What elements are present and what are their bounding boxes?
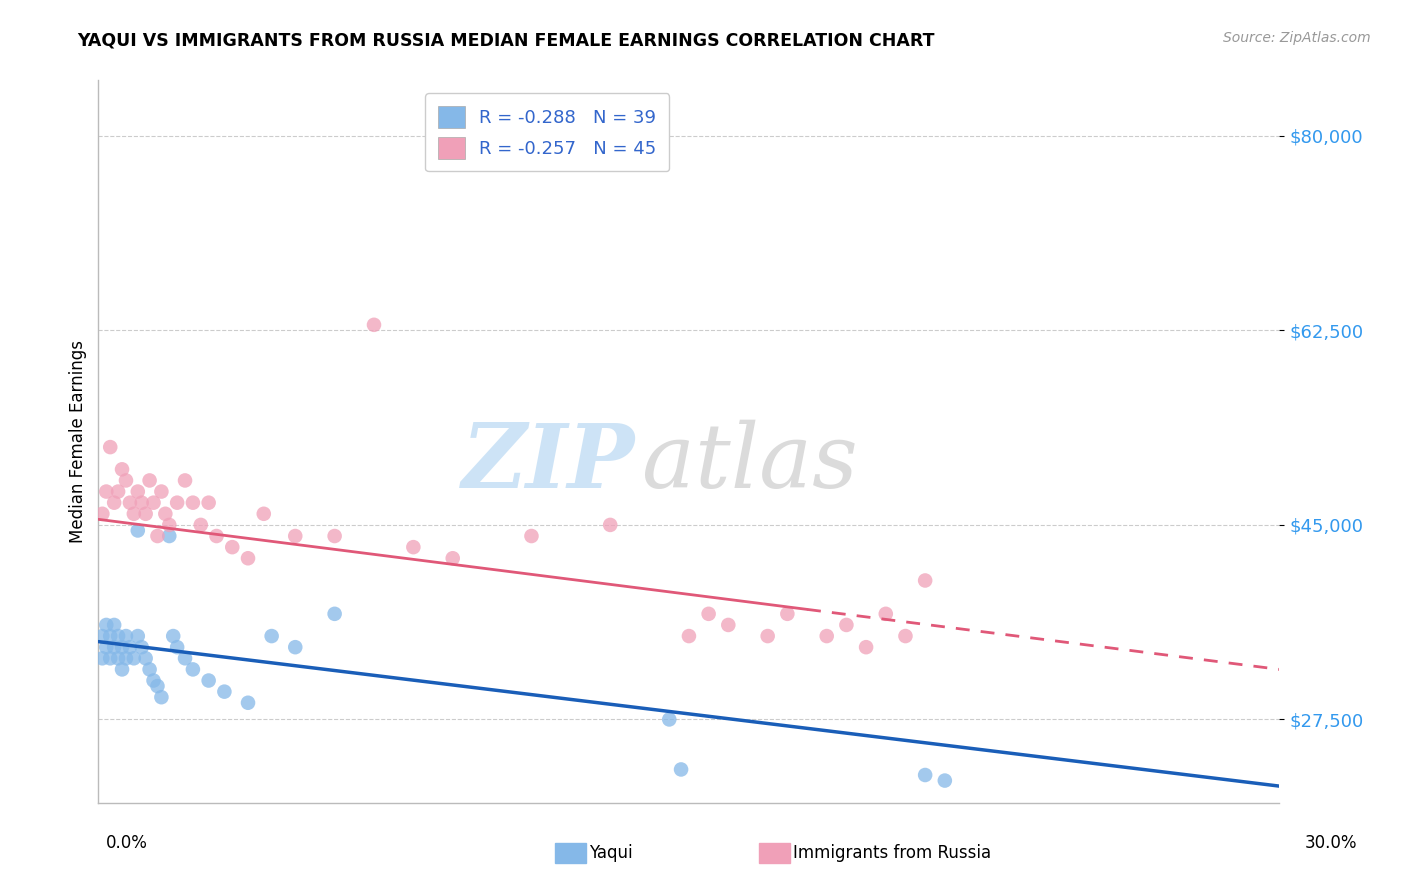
Point — [284, 640, 307, 655]
Point — [934, 773, 956, 788]
Point — [115, 629, 138, 643]
Text: Yaqui: Yaqui — [589, 844, 633, 862]
Point — [142, 496, 165, 510]
Point — [131, 496, 153, 510]
Point — [135, 651, 157, 665]
Point — [197, 673, 219, 688]
Point — [142, 673, 165, 688]
Point — [717, 618, 740, 632]
Point — [174, 651, 197, 665]
Point — [115, 474, 138, 488]
Point — [155, 507, 177, 521]
Text: 30.0%: 30.0% — [1305, 834, 1357, 852]
Point — [697, 607, 720, 621]
Point — [323, 607, 346, 621]
Point — [91, 507, 114, 521]
Point — [122, 507, 145, 521]
Point — [111, 462, 134, 476]
Text: atlas: atlas — [641, 420, 858, 507]
Point — [855, 640, 877, 655]
Point — [181, 662, 204, 676]
Point — [91, 629, 114, 643]
Point — [103, 640, 125, 655]
Point — [150, 690, 173, 705]
Point — [197, 496, 219, 510]
Point — [166, 640, 188, 655]
Point — [115, 651, 138, 665]
Point — [441, 551, 464, 566]
Point — [135, 507, 157, 521]
Point — [323, 529, 346, 543]
Point — [146, 679, 169, 693]
Point — [260, 629, 283, 643]
Point — [875, 607, 897, 621]
Point — [402, 540, 425, 554]
Point — [776, 607, 799, 621]
Point — [190, 517, 212, 532]
Point — [253, 507, 276, 521]
Point — [146, 529, 169, 543]
Point — [138, 474, 160, 488]
Point — [98, 651, 121, 665]
Point — [205, 529, 228, 543]
Point — [127, 484, 149, 499]
Point — [150, 484, 173, 499]
Point — [678, 629, 700, 643]
Legend: R = -0.288   N = 39, R = -0.257   N = 45: R = -0.288 N = 39, R = -0.257 N = 45 — [425, 93, 669, 171]
Text: YAQUI VS IMMIGRANTS FROM RUSSIA MEDIAN FEMALE EARNINGS CORRELATION CHART: YAQUI VS IMMIGRANTS FROM RUSSIA MEDIAN F… — [77, 31, 935, 49]
Point — [174, 474, 197, 488]
Point — [815, 629, 838, 643]
Point — [103, 496, 125, 510]
Point — [599, 517, 621, 532]
Point — [236, 551, 259, 566]
Point — [363, 318, 385, 332]
Point — [669, 763, 692, 777]
Point — [111, 662, 134, 676]
Text: Immigrants from Russia: Immigrants from Russia — [793, 844, 991, 862]
Point — [96, 618, 118, 632]
Point — [162, 629, 184, 643]
Point — [127, 524, 149, 538]
Y-axis label: Median Female Earnings: Median Female Earnings — [69, 340, 87, 543]
Point — [122, 651, 145, 665]
Point — [520, 529, 543, 543]
Point — [138, 662, 160, 676]
Point — [157, 517, 180, 532]
Text: 0.0%: 0.0% — [105, 834, 148, 852]
Point — [894, 629, 917, 643]
Point — [96, 640, 118, 655]
Point — [111, 640, 134, 655]
Point — [118, 496, 141, 510]
Point — [131, 640, 153, 655]
Point — [214, 684, 236, 698]
Text: ZIP: ZIP — [463, 420, 636, 507]
Point — [107, 651, 129, 665]
Point — [157, 529, 180, 543]
Point — [107, 484, 129, 499]
Point — [181, 496, 204, 510]
Text: Source: ZipAtlas.com: Source: ZipAtlas.com — [1223, 31, 1371, 45]
Point — [91, 651, 114, 665]
Point — [103, 618, 125, 632]
Point — [127, 629, 149, 643]
Point — [835, 618, 858, 632]
Point — [658, 713, 681, 727]
Point — [166, 496, 188, 510]
Point — [284, 529, 307, 543]
Point — [914, 768, 936, 782]
Point — [98, 440, 121, 454]
Point — [914, 574, 936, 588]
Point — [236, 696, 259, 710]
Point — [96, 484, 118, 499]
Point — [107, 629, 129, 643]
Point — [756, 629, 779, 643]
Point — [118, 640, 141, 655]
Point — [98, 629, 121, 643]
Point — [221, 540, 243, 554]
